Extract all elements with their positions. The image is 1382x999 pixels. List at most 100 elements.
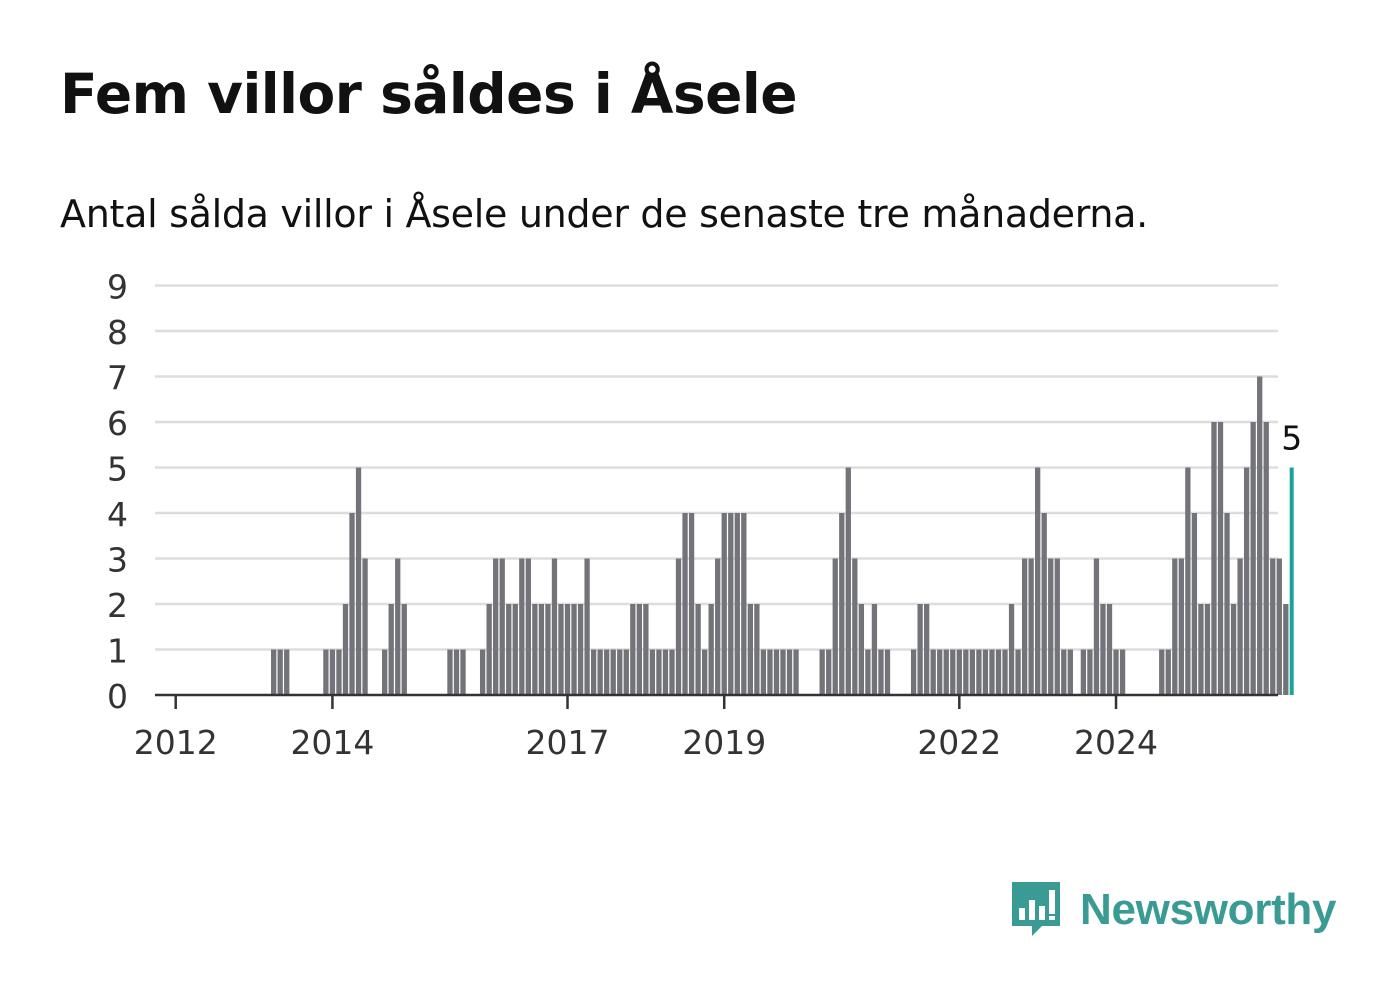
bar <box>493 558 499 695</box>
bar <box>564 604 571 695</box>
y-axis-ticks: 0 1 2 3 4 5 6 7 8 9 <box>107 268 128 717</box>
bar <box>656 649 662 695</box>
bar <box>832 558 838 695</box>
bar <box>388 604 394 695</box>
y-tick-label: 5 <box>107 450 128 489</box>
bar <box>976 649 982 695</box>
bar <box>1165 649 1171 695</box>
bar <box>1172 558 1178 695</box>
y-tick-label: 4 <box>107 495 128 534</box>
bar <box>858 604 865 695</box>
bar <box>845 467 851 695</box>
bar <box>506 604 512 695</box>
bar <box>1035 467 1041 695</box>
bar <box>1204 604 1211 695</box>
bar <box>1080 649 1087 695</box>
bar <box>937 649 943 695</box>
bar <box>1159 649 1165 695</box>
bar <box>336 649 342 695</box>
bar <box>930 649 936 695</box>
y-tick-label: 9 <box>107 268 128 307</box>
bar <box>610 649 616 695</box>
bar <box>577 604 584 695</box>
highlight-bar <box>1289 467 1294 695</box>
bar <box>662 649 669 695</box>
bar <box>989 649 995 695</box>
x-tick-label: 2024 <box>1074 723 1158 762</box>
bar <box>982 649 989 695</box>
bar <box>604 649 610 695</box>
bar <box>924 604 930 695</box>
bar <box>571 604 577 695</box>
bar <box>630 604 636 695</box>
bar-chart: 0 1 2 3 4 5 6 7 8 9 2012 2014 2017 2019 2022 2024 5 <box>107 268 1302 763</box>
bar <box>323 649 329 695</box>
bar <box>649 649 656 695</box>
x-tick-label: 2012 <box>134 723 218 762</box>
bar <box>1191 513 1198 695</box>
bar <box>479 649 486 695</box>
bar <box>826 649 832 695</box>
bar <box>786 649 793 695</box>
bar <box>271 649 277 695</box>
bar <box>623 649 629 695</box>
y-tick-label: 7 <box>107 359 128 398</box>
bar <box>1276 558 1282 695</box>
bar <box>943 649 949 695</box>
bar <box>773 649 780 695</box>
bars <box>271 376 1294 695</box>
bar <box>499 558 505 695</box>
bar <box>382 649 388 695</box>
y-tick-label: 8 <box>107 313 128 352</box>
bar <box>519 558 525 695</box>
bar <box>1185 467 1191 695</box>
bar <box>852 558 858 695</box>
y-tick-label: 6 <box>107 404 128 443</box>
bar <box>1048 558 1054 695</box>
bar <box>682 513 688 695</box>
bar <box>1257 376 1263 695</box>
bar <box>1100 604 1106 695</box>
bar <box>538 604 545 695</box>
bar <box>884 649 891 695</box>
bar <box>460 649 466 695</box>
bar <box>545 604 551 695</box>
bar <box>1270 558 1276 695</box>
bar <box>590 649 597 695</box>
bar <box>1217 422 1224 695</box>
x-tick-label: 2019 <box>682 723 766 762</box>
bar <box>395 558 401 695</box>
bar <box>669 649 675 695</box>
y-tick-label: 0 <box>107 677 128 716</box>
bar <box>1119 649 1126 695</box>
bar <box>1067 649 1073 695</box>
bar <box>1178 558 1184 695</box>
bar <box>643 604 649 695</box>
bar <box>362 558 368 695</box>
bar <box>1243 467 1250 695</box>
bar <box>1015 649 1021 695</box>
bar <box>1002 649 1008 695</box>
bar <box>839 513 845 695</box>
x-axis-ticks: 2012 2014 2017 2019 2022 2024 <box>134 695 1158 762</box>
bar <box>1113 649 1119 695</box>
bar <box>1250 422 1256 695</box>
bar <box>1061 649 1067 695</box>
x-tick-label: 2014 <box>290 723 374 762</box>
bar <box>969 649 976 695</box>
bar <box>355 467 362 695</box>
newsworthy-logo: Newsworthy <box>1010 878 1336 942</box>
bar <box>329 649 336 695</box>
bar <box>701 649 708 695</box>
bar <box>1021 558 1028 695</box>
bar <box>675 558 682 695</box>
bar <box>950 649 956 695</box>
newsworthy-logo-icon <box>1010 878 1064 942</box>
bar <box>342 604 349 695</box>
bar <box>728 513 734 695</box>
bar <box>995 649 1002 695</box>
bar <box>617 649 623 695</box>
bar <box>1230 604 1237 695</box>
x-tick-label: 2022 <box>917 723 1001 762</box>
bar <box>349 513 355 695</box>
